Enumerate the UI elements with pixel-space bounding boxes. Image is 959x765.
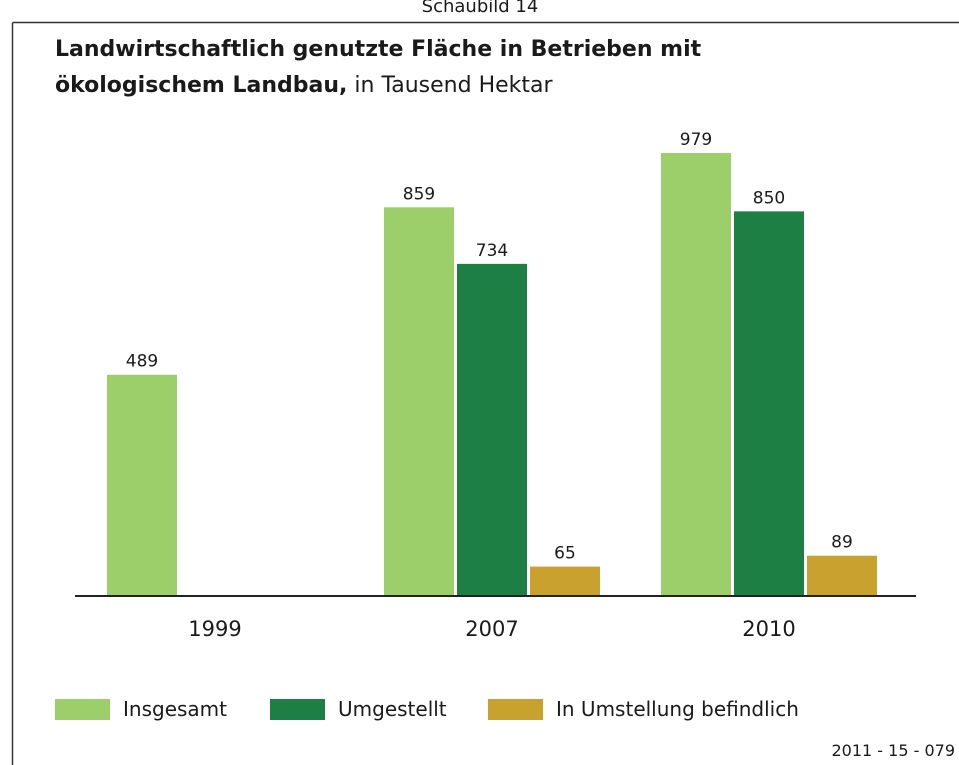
x-tick-label: 2010 bbox=[742, 617, 795, 641]
chart-title: ökologischem Landbau, in Tausend Hektar bbox=[55, 73, 554, 98]
chart-title-bold: ökologischem Landbau, bbox=[55, 73, 347, 98]
legend-label: In Umstellung befindlich bbox=[556, 697, 799, 721]
bar bbox=[457, 263, 527, 596]
chart-title-rest: in Tausend Hektar bbox=[354, 73, 553, 98]
legend-swatch bbox=[270, 699, 325, 720]
figure-label: Schaubild 14 bbox=[422, 0, 539, 17]
bar bbox=[661, 153, 731, 596]
bar bbox=[384, 207, 454, 597]
source: 2011 - 15 - 079 bbox=[831, 741, 955, 760]
legend-swatch bbox=[488, 699, 543, 720]
value-label: 979 bbox=[680, 130, 712, 150]
legend-label: Insgesamt bbox=[123, 697, 227, 721]
value-label: 850 bbox=[753, 188, 785, 208]
value-label: 859 bbox=[403, 184, 435, 204]
chart-title: Landwirtschaftlich genutzte Fläche in Be… bbox=[55, 37, 702, 62]
bar bbox=[734, 211, 804, 596]
legend-label: Umgestellt bbox=[338, 697, 447, 721]
bar bbox=[530, 566, 600, 596]
value-label: 89 bbox=[831, 533, 853, 553]
x-tick-label: 2007 bbox=[465, 617, 518, 641]
value-label: 734 bbox=[476, 241, 508, 261]
bar bbox=[807, 555, 877, 596]
value-label: 489 bbox=[126, 352, 158, 372]
value-label: 65 bbox=[554, 544, 576, 564]
x-tick-label: 1999 bbox=[188, 617, 241, 641]
legend-swatch bbox=[55, 699, 110, 720]
bar bbox=[107, 374, 177, 596]
